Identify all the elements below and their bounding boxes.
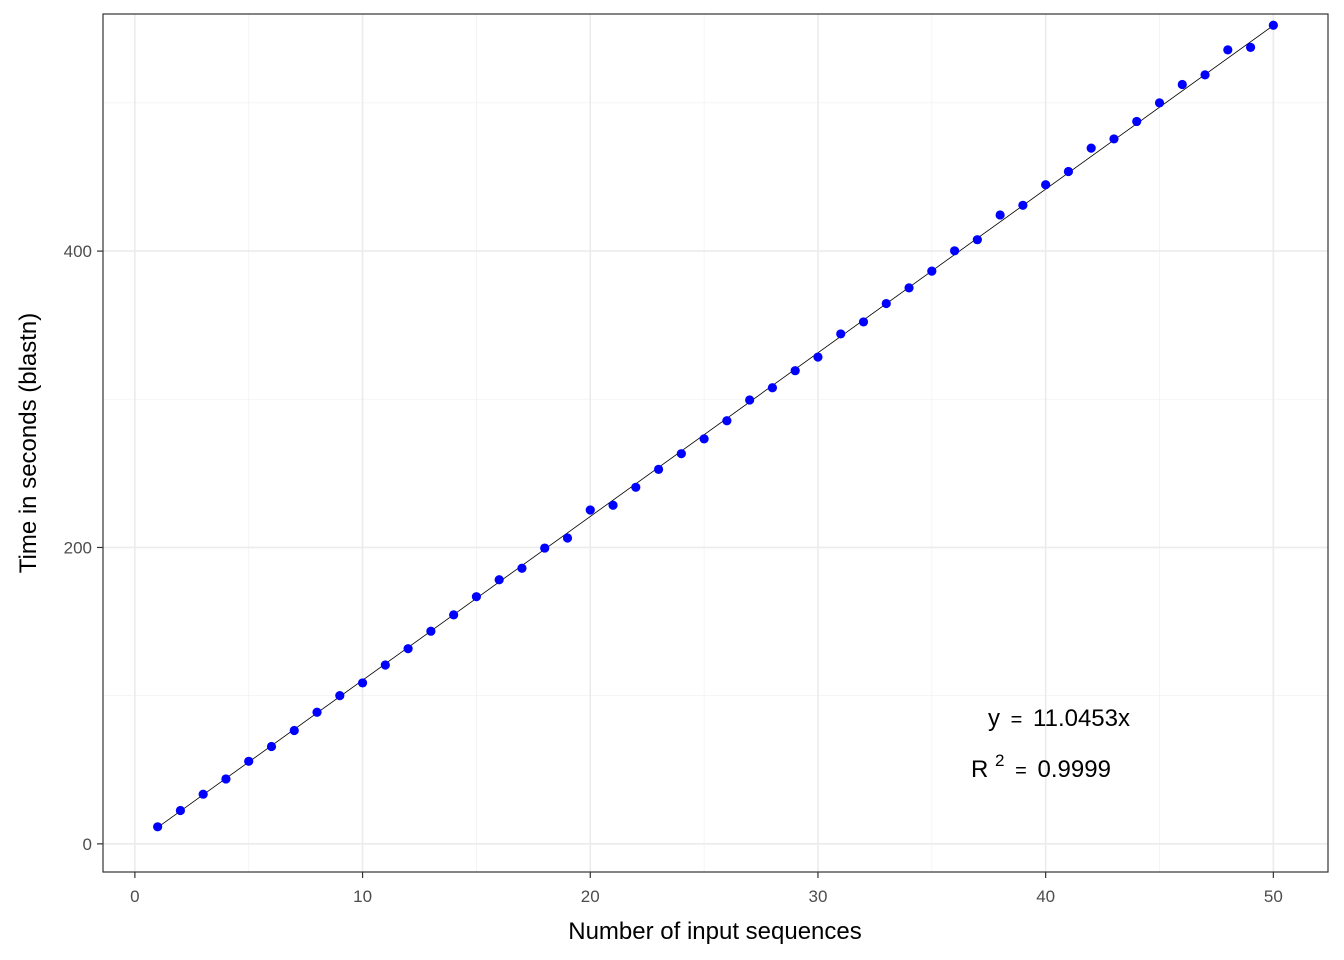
- data-point: [1223, 45, 1233, 55]
- data-point: [745, 395, 755, 405]
- x-axis-ticks: 0 10 20 30 40 50: [130, 872, 1283, 906]
- data-point: [562, 533, 573, 543]
- data-point: [471, 592, 482, 602]
- data-point: [767, 383, 778, 393]
- data-point: [949, 246, 960, 256]
- r-squared-annotation: R 2 = 0.9999: [971, 745, 1111, 783]
- data-point: [449, 610, 459, 620]
- data-point: [1018, 200, 1028, 210]
- data-point: [1086, 143, 1096, 153]
- data-point: [494, 575, 504, 585]
- data-point: [1041, 180, 1051, 190]
- equation-annotation: y = 11.0453x: [988, 705, 1130, 732]
- data-point: [1063, 166, 1074, 177]
- x-tick-label: 30: [809, 887, 828, 906]
- data-point: [927, 266, 937, 276]
- data-point: [244, 756, 254, 766]
- equation-equals: =: [1011, 709, 1023, 731]
- grid-major: [103, 14, 1328, 872]
- data-point: [1268, 20, 1278, 30]
- data-point: [517, 563, 527, 573]
- data-point: [357, 678, 368, 688]
- data-point: [289, 725, 299, 736]
- data-point: [335, 691, 345, 701]
- data-point: [380, 660, 390, 670]
- plot-panel-border: [102, 13, 1329, 873]
- data-point: [858, 317, 869, 327]
- data-point: [676, 449, 686, 459]
- data-point: [995, 210, 1005, 220]
- data-point: [403, 644, 413, 654]
- equation-lhs: y: [988, 705, 1000, 732]
- data-point: [1109, 134, 1119, 144]
- y-axis-ticks: 0 200 400: [64, 242, 103, 854]
- data-point: [1177, 79, 1187, 90]
- data-point: [631, 482, 641, 492]
- data-point: [722, 416, 732, 426]
- r2-superscript: 2: [995, 751, 1004, 770]
- x-tick-label: 10: [353, 887, 372, 906]
- data-point: [266, 741, 277, 752]
- data-point: [653, 464, 664, 474]
- grid-minor: [103, 14, 1328, 872]
- x-tick-label: 0: [130, 887, 139, 906]
- y-tick-label: 200: [64, 538, 92, 557]
- data-point: [426, 626, 436, 636]
- r2-equals: =: [1015, 760, 1027, 782]
- data-point: [198, 789, 208, 799]
- equation-rhs: 11.0453x: [1033, 705, 1130, 732]
- y-tick-label: 400: [64, 242, 92, 261]
- data-point: [1154, 98, 1165, 108]
- data-point: [540, 543, 550, 553]
- x-tick-label: 40: [1036, 887, 1055, 906]
- r2-value: 0.9999: [1038, 756, 1111, 783]
- data-point: [813, 352, 823, 362]
- data-point: [312, 707, 322, 717]
- data-point: [585, 505, 595, 515]
- data-point: [881, 298, 891, 309]
- data-point: [836, 329, 846, 339]
- data-points: [153, 20, 1278, 832]
- x-tick-label: 50: [1264, 887, 1283, 906]
- data-point: [221, 774, 231, 784]
- data-point: [608, 500, 618, 510]
- data-point: [790, 366, 800, 376]
- data-point: [904, 283, 914, 293]
- data-point: [153, 822, 163, 832]
- data-point: [1245, 42, 1256, 52]
- data-point: [699, 434, 709, 444]
- r2-base: R: [971, 756, 988, 783]
- y-tick-label: 0: [83, 835, 92, 854]
- data-point: [1132, 116, 1142, 127]
- x-tick-label: 20: [581, 887, 600, 906]
- data-point: [175, 805, 186, 816]
- data-point: [972, 235, 982, 245]
- plot-panel-background: [103, 14, 1328, 872]
- data-point: [1200, 70, 1210, 80]
- y-axis-title: Time in seconds (blastn): [15, 313, 42, 574]
- x-axis-title: Number of input sequences: [568, 918, 862, 945]
